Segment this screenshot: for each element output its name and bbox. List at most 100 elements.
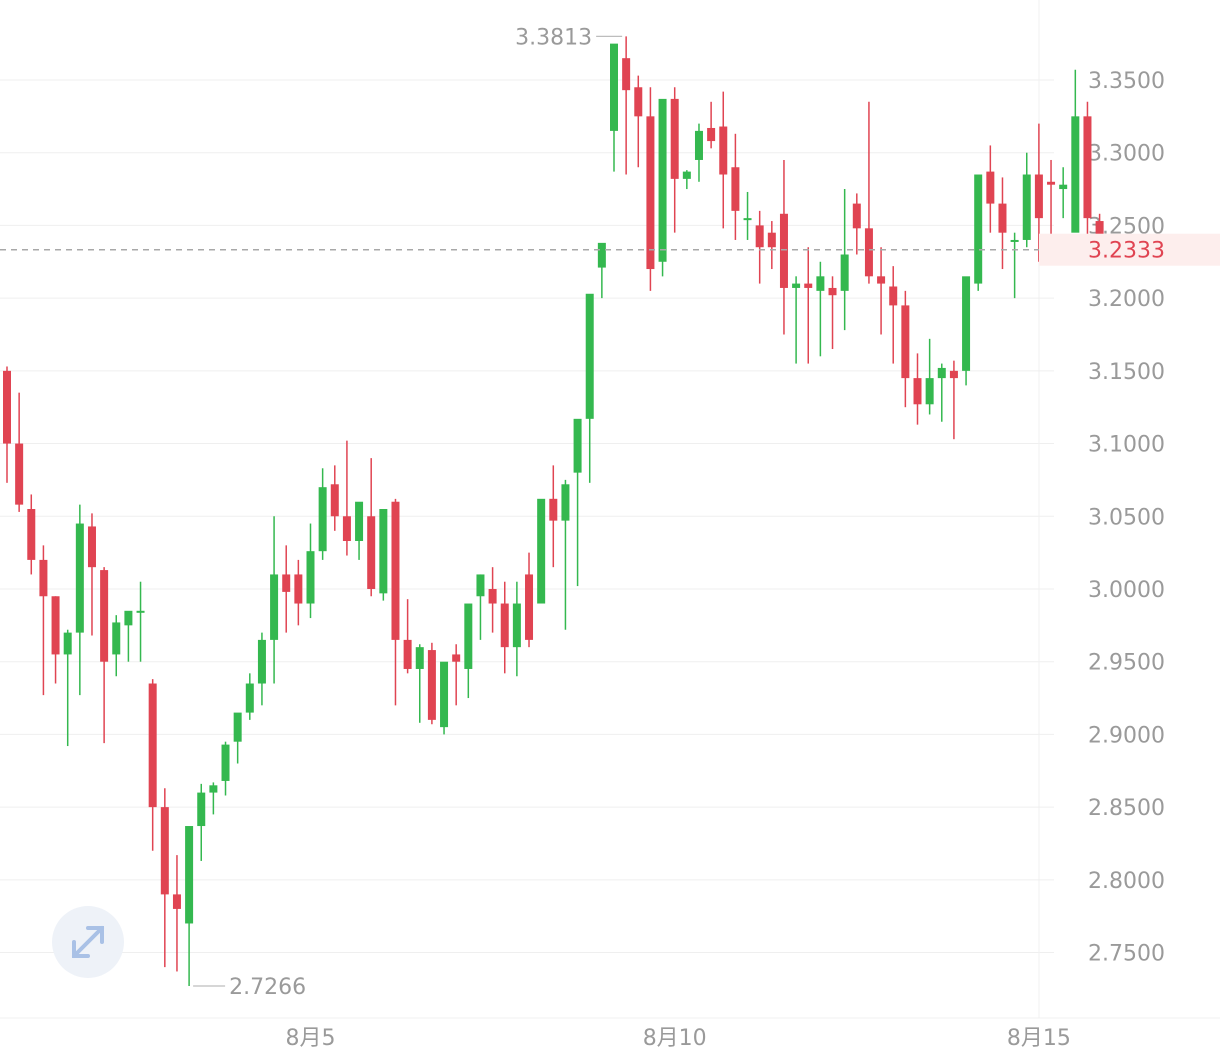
candle-body: [1022, 174, 1031, 240]
candle: [318, 468, 327, 560]
candle: [63, 629, 72, 747]
candle-body: [51, 596, 60, 655]
candle-body: [391, 501, 400, 640]
price-tick-label: 3.1500: [1088, 360, 1165, 385]
candle: [622, 36, 631, 175]
candle-body: [112, 622, 121, 655]
candle: [476, 574, 485, 640]
candle: [974, 174, 983, 291]
candle-body: [488, 588, 497, 604]
candle: [270, 516, 279, 684]
candle: [573, 418, 582, 587]
candle: [804, 247, 813, 364]
candle: [160, 788, 169, 968]
candle-body: [816, 276, 825, 291]
candle: [39, 545, 48, 696]
time-axis: 8月5 8月10 8月15: [286, 1026, 1071, 1051]
candle: [403, 599, 412, 674]
candle-body: [282, 574, 291, 592]
candle-body: [342, 516, 351, 541]
candle-body: [597, 242, 606, 268]
candle-body: [646, 116, 655, 270]
candle: [610, 43, 618, 172]
candle-body: [622, 58, 631, 91]
price-tick-label: 2.8000: [1088, 869, 1165, 894]
candle: [464, 603, 473, 699]
candle-body: [1047, 181, 1056, 185]
candle-body: [330, 484, 339, 517]
price-tick-label: 3.0000: [1088, 578, 1165, 603]
candle-body: [1071, 116, 1080, 233]
expand-chart-button[interactable]: [52, 906, 124, 978]
candle: [913, 353, 922, 425]
candle-body: [209, 785, 218, 793]
candle-body: [925, 378, 934, 405]
candle: [682, 170, 691, 190]
candle: [197, 783, 206, 861]
candle-body: [634, 87, 643, 117]
candle-body: [1010, 239, 1019, 242]
candle: [962, 276, 971, 386]
candle: [342, 440, 351, 556]
time-tick-label: 8月15: [1007, 1026, 1071, 1051]
candle-body: [3, 370, 11, 444]
candle-body: [913, 378, 922, 405]
candle-body: [573, 418, 582, 473]
candle-body: [476, 574, 485, 597]
candle: [998, 177, 1007, 270]
candle-body: [877, 276, 886, 284]
candle: [124, 610, 133, 662]
candle-body: [828, 287, 837, 296]
candle: [512, 581, 521, 677]
price-tick-label: 3.0500: [1088, 505, 1165, 530]
candle-body: [1083, 116, 1092, 219]
candle: [1022, 152, 1031, 248]
candle-body: [792, 283, 801, 288]
candle: [221, 741, 230, 796]
candle-body: [87, 526, 96, 568]
candle: [1059, 167, 1068, 219]
candle: [889, 266, 898, 364]
candle-body: [270, 574, 279, 640]
candle: [731, 133, 740, 240]
price-tick-label: 2.8500: [1088, 796, 1165, 821]
time-tick-label: 8月5: [286, 1026, 336, 1051]
candle: [949, 360, 958, 440]
candle: [767, 221, 776, 270]
price-axis: 3.35003.30003.25003.20003.15003.10003.05…: [1088, 69, 1165, 967]
candle-body: [949, 370, 958, 379]
current-price-tag-bg: [1039, 233, 1220, 266]
candle-body: [148, 683, 157, 808]
candle: [1071, 69, 1080, 233]
candle: [257, 632, 266, 706]
price-tick-label: 3.1000: [1088, 433, 1165, 458]
candle: [415, 644, 424, 723]
candle-body: [318, 487, 327, 552]
candle: [1083, 101, 1092, 243]
candle: [1010, 232, 1019, 299]
candle: [658, 98, 667, 277]
candle: [816, 261, 825, 357]
candle-body: [160, 807, 169, 895]
candle: [743, 191, 752, 240]
candle-body: [440, 661, 449, 728]
candle-body: [852, 203, 861, 229]
candle: [1047, 159, 1056, 240]
candle-body: [306, 551, 315, 604]
candle: [51, 596, 60, 684]
candle-body: [355, 501, 364, 541]
candle-body: [779, 213, 788, 288]
candle: [100, 567, 109, 744]
candle: [391, 498, 400, 706]
time-tick-label: 8月10: [643, 1026, 707, 1051]
extreme-labels: 3.3813 2.7266: [193, 25, 623, 1000]
price-tick-label: 2.9500: [1088, 651, 1165, 676]
price-tick-label: 2.7500: [1088, 942, 1165, 967]
candle-body: [136, 610, 145, 613]
candle-body: [937, 367, 946, 379]
candle-body: [682, 171, 691, 179]
candle-body: [998, 203, 1007, 233]
candle: [15, 392, 24, 512]
candle: [245, 673, 254, 720]
min-price-label: 2.7266: [229, 975, 306, 1000]
